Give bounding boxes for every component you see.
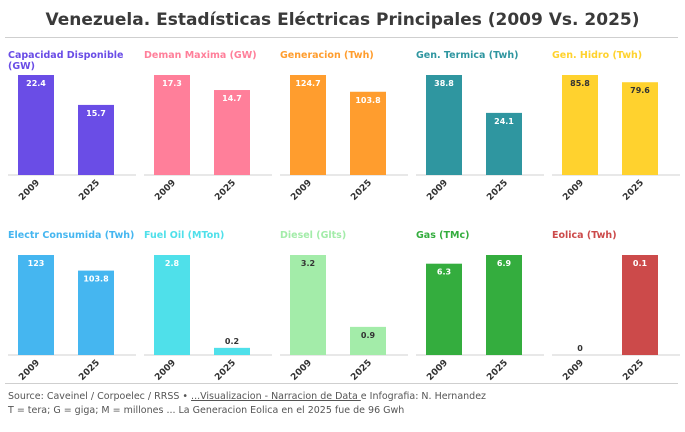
- x-tick-label: 2009: [153, 358, 178, 383]
- x-tick-label: 2025: [485, 358, 510, 383]
- bar-chart: 0 2009 0.1 2025: [552, 255, 680, 383]
- bar: [18, 255, 54, 355]
- bar: [214, 347, 250, 355]
- data-label: 85.8: [570, 79, 590, 88]
- data-label: 0.2: [225, 337, 239, 346]
- bar-chart: 6.3 2009 6.9 2025: [416, 255, 544, 383]
- bar-chart: 3.2 2009 0.9 2025: [280, 255, 408, 383]
- x-tick-label: 2009: [425, 358, 450, 383]
- x-tick-label: 2009: [561, 178, 586, 203]
- x-tick-label: 2009: [425, 178, 450, 203]
- x-tick-label: 2025: [485, 178, 510, 203]
- bar: [290, 255, 326, 355]
- chart-title: Generacion (Twh): [280, 50, 374, 61]
- bar-chart: 85.8 2009 79.6 2025: [552, 75, 680, 203]
- data-label: 6.9: [497, 259, 512, 268]
- bar: [622, 255, 658, 355]
- bar: [214, 90, 250, 175]
- chart-title: Fuel Oil (MTon): [144, 230, 225, 241]
- x-tick-label: 2009: [17, 358, 42, 383]
- x-tick-label: 2009: [153, 178, 178, 203]
- data-label: 0: [577, 344, 583, 353]
- chart-panel: Gen. Hidro (Twh) 85.8 2009 79.6 2025: [552, 50, 680, 203]
- bar-chart: 38.8 2009 24.1 2025: [416, 75, 544, 203]
- chart-panel: Eolica (Twh) 0 2009 0.1 2025: [552, 230, 680, 383]
- data-label: 2.8: [165, 259, 180, 268]
- data-label: 6.3: [437, 268, 451, 277]
- bar: [154, 255, 190, 355]
- chart-panel: Capacidad Disponible (GW) 22.4 2009 15.7 202…: [8, 50, 136, 203]
- x-tick-label: 2009: [561, 358, 586, 383]
- bar-chart: 2.8 2009 0.2 2025: [144, 255, 272, 383]
- chart-panel: Gen. Termica (Twh) 38.8 2009 24.1 2025: [416, 50, 544, 203]
- x-tick-label: 2025: [621, 358, 646, 383]
- bar: [486, 255, 522, 355]
- chart-title: Deman Maxima (GW): [144, 50, 257, 61]
- chart-title: Diesel (Glts): [280, 230, 347, 241]
- bar: [18, 75, 54, 175]
- bar-chart: 22.4 2009 15.7 2025: [8, 75, 136, 203]
- chart-title: Eolica (Twh): [552, 230, 617, 241]
- bar: [290, 75, 326, 175]
- bar-chart: 17.3 2009 14.7 2025: [144, 75, 272, 203]
- data-label: 0.1: [633, 259, 648, 268]
- chart-panel: Fuel Oil (MTon) 2.8 2009 0.2 2025: [144, 230, 272, 383]
- chart-title: Gen. Hidro (Twh): [552, 50, 643, 61]
- chart-title: Gen. Termica (Twh): [416, 50, 519, 61]
- chart-title: Gas (TMc): [416, 230, 470, 241]
- bar: [78, 270, 114, 355]
- chart-panel: Deman Maxima (GW) 17.3 2009 14.7 2025: [144, 50, 272, 203]
- bar: [426, 75, 462, 175]
- bar: [426, 263, 462, 355]
- chart-title: Capacidad Disponible (GW): [8, 50, 124, 72]
- data-label: 124.7: [295, 79, 320, 88]
- x-tick-label: 2025: [77, 358, 102, 383]
- footer-source-suffix: e Infografia: N. Hernandez: [360, 391, 487, 402]
- data-label: 22.4: [26, 79, 46, 88]
- footer-source-link[interactable]: ...Visualizacion - Narracion de Data: [191, 391, 361, 402]
- chart-panel: Generacion (Twh) 124.7 2009 103.8 2025: [280, 50, 408, 203]
- footer-source-prefix: Source: Caveinel / Corpoelec / RRSS •: [8, 391, 192, 402]
- x-tick-label: 2025: [213, 358, 238, 383]
- data-label: 14.7: [222, 94, 242, 103]
- chart-title: Electr Consumida (Twh): [8, 230, 135, 241]
- x-tick-label: 2025: [349, 358, 374, 383]
- data-label: 123: [28, 259, 45, 268]
- data-label: 0.9: [361, 331, 376, 340]
- footer-divider: [5, 383, 678, 384]
- data-label: 103.8: [355, 96, 381, 105]
- chart-panel: Gas (TMc) 6.3 2009 6.9 2025: [416, 230, 544, 383]
- bar: [350, 91, 386, 175]
- bar: [562, 75, 598, 175]
- bar: [350, 326, 386, 355]
- data-label: 3.2: [301, 259, 315, 268]
- x-tick-label: 2025: [621, 178, 646, 203]
- footer-note: T = tera; G = giga; M = millones ... La …: [8, 405, 405, 416]
- data-label: 15.7: [86, 109, 106, 118]
- data-label: 17.3: [162, 79, 182, 88]
- data-label: 79.6: [630, 86, 650, 95]
- bar: [154, 75, 190, 175]
- x-tick-label: 2025: [349, 178, 374, 203]
- title-divider: [5, 37, 678, 38]
- x-tick-label: 2025: [213, 178, 238, 203]
- x-tick-label: 2025: [77, 178, 102, 203]
- bar: [486, 112, 522, 175]
- x-tick-label: 2009: [17, 178, 42, 203]
- bar-chart: 124.7 2009 103.8 2025: [280, 75, 408, 203]
- data-label: 24.1: [494, 117, 514, 126]
- page-title: Venezuela. Estadísticas Eléctricas Princ…: [45, 10, 640, 30]
- bar: [78, 104, 114, 175]
- data-label: 38.8: [434, 79, 454, 88]
- bar: [622, 82, 658, 175]
- x-tick-label: 2009: [289, 178, 314, 203]
- chart-panel: Electr Consumida (Twh) 123 2009 103.8 2025: [8, 230, 136, 383]
- bar-chart: 123 2009 103.8 2025: [8, 255, 136, 383]
- data-label: 103.8: [83, 275, 109, 284]
- chart-panel: Diesel (Glts) 3.2 2009 0.9 2025: [280, 230, 408, 383]
- x-tick-label: 2009: [289, 358, 314, 383]
- footer-source: Source: Caveinel / Corpoelec / RRSS • ..…: [8, 391, 486, 402]
